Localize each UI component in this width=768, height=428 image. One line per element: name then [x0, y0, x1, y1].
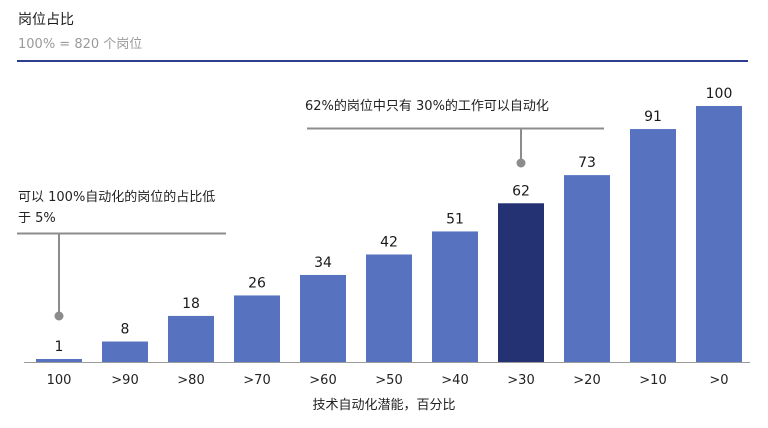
- chart-title: 岗位占比: [18, 12, 74, 28]
- data-label-8: 73: [578, 155, 596, 171]
- tick-label-8: >20: [573, 373, 600, 388]
- bar-9: [630, 129, 676, 362]
- annotation-100-dot: [54, 311, 64, 321]
- data-label-1: 8: [121, 322, 130, 338]
- x-axis-label: 技术自动化潜能，百分比: [312, 398, 456, 413]
- tick-label-2: >80: [177, 373, 204, 388]
- tick-label-10: >0: [709, 373, 728, 388]
- tick-label-3: >70: [243, 373, 270, 388]
- tick-label-1: >90: [111, 373, 138, 388]
- tick-label-9: >10: [639, 373, 666, 388]
- chart-subtitle: 100% = 820 个岗位: [18, 37, 143, 52]
- tick-label-0: 100: [47, 373, 72, 388]
- bar-6: [432, 231, 478, 362]
- data-label-2: 18: [182, 296, 200, 312]
- data-label-6: 51: [446, 211, 464, 227]
- bar-4: [300, 274, 346, 362]
- bar-7: [498, 203, 544, 362]
- data-label-9: 91: [644, 109, 662, 125]
- tick-label-4: >60: [309, 373, 336, 388]
- data-label-4: 34: [314, 255, 332, 271]
- data-label-0: 1: [55, 339, 64, 355]
- bar-10: [696, 106, 742, 362]
- annotation-62-percent: 62%的岗位中只有 30%的工作可以自动化: [305, 99, 549, 114]
- bar-5: [366, 254, 412, 362]
- data-label-3: 26: [248, 275, 266, 291]
- annotation-100-percent: 可以 100%自动化的岗位的占比低于 5%: [18, 190, 216, 226]
- tick-label-7: >30: [507, 373, 534, 388]
- data-label-7: 62: [512, 183, 530, 199]
- data-label-10: 100: [706, 86, 733, 102]
- tick-label-6: >40: [441, 373, 468, 388]
- bar-3: [234, 295, 280, 362]
- data-label-5: 42: [380, 234, 398, 250]
- bar-2: [168, 315, 214, 362]
- title-rule: [17, 60, 748, 62]
- bar-0: [36, 359, 82, 362]
- bar-1: [102, 341, 148, 362]
- tick-label-5: >50: [375, 373, 402, 388]
- bar-8: [564, 175, 610, 362]
- annotation-62-dot: [516, 158, 526, 168]
